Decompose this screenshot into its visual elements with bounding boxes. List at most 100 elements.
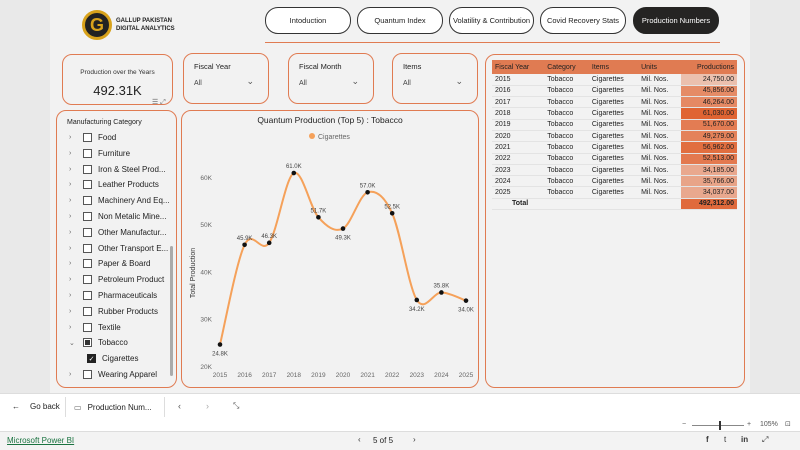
category-item[interactable]: › Pharmaceuticals — [69, 289, 157, 302]
chevron-right-icon[interactable]: › — [69, 292, 72, 299]
nav-button-introduction[interactable]: Intoduction — [265, 7, 351, 34]
chevron-right-icon[interactable]: › — [69, 149, 72, 157]
category-label: Other Manufactur... — [98, 227, 167, 237]
twitter-icon[interactable]: t — [724, 435, 727, 444]
chevron-right-icon[interactable]: › — [69, 181, 72, 189]
checkbox[interactable] — [83, 212, 92, 221]
table-header[interactable]: Category — [544, 60, 589, 74]
table-cell: Mil. Nos. — [638, 141, 682, 154]
fit-page-icon[interactable]: ⊡ — [785, 421, 791, 428]
chevron-down-icon[interactable]: ⌄ — [69, 339, 75, 347]
chevron-right-icon[interactable]: › — [69, 276, 72, 284]
category-item[interactable]: › Petroleum Product — [69, 273, 164, 286]
chevron-right-icon[interactable]: › — [69, 134, 72, 141]
table-cell: Cigarettes — [588, 107, 639, 120]
table-cell: Tobacco — [544, 96, 589, 109]
zoom-slider-thumb[interactable] — [719, 421, 721, 430]
visual-header-icons[interactable]: ☰ ⤢ — [152, 99, 166, 106]
chevron-right-icon[interactable]: › — [69, 165, 72, 173]
table-header[interactable]: Productions — [681, 60, 737, 74]
chevron-down-icon[interactable]: ⌄ — [246, 76, 254, 86]
category-item[interactable]: ⌄ Tobacco — [69, 336, 128, 349]
checkbox[interactable] — [83, 227, 92, 237]
nav-button-production-numbers[interactable]: Production Numbers — [633, 7, 719, 34]
facebook-icon[interactable]: f — [706, 435, 709, 444]
checkbox[interactable] — [83, 133, 92, 142]
category-item[interactable]: › Textile — [69, 321, 121, 334]
zoom-in-icon[interactable]: + — [747, 421, 752, 428]
checkbox[interactable] — [83, 259, 92, 269]
table-header[interactable]: Units — [638, 60, 682, 74]
go-back-button[interactable]: ← Go back — [12, 402, 60, 411]
checkbox[interactable]: ✓ — [87, 354, 96, 364]
chevron-right-icon[interactable]: › — [69, 371, 72, 378]
chevron-down-icon[interactable]: ⌄ — [351, 76, 359, 86]
page-indicator: 5 of 5 — [373, 436, 394, 445]
data-label: 35.8K — [434, 283, 450, 289]
category-item[interactable]: › Iron & Steel Prod... — [69, 163, 166, 176]
table-cell: Cigarettes — [588, 96, 639, 109]
powerbi-link[interactable]: Microsoft Power BI — [7, 436, 75, 445]
chevron-left-icon[interactable]: ‹ — [178, 401, 181, 411]
category-item[interactable]: › Paper & Board — [69, 257, 150, 270]
line-chart-card: Quantum Production (Top 5) : Tobacco Cig… — [181, 110, 479, 388]
checkbox[interactable] — [83, 306, 92, 316]
table-header[interactable]: Fiscal Year — [492, 60, 545, 74]
table-row: 2021 Tobacco Cigarettes Mil. Nos. 56,962.00 — [492, 141, 737, 154]
category-item[interactable]: › Wearing Apparel — [69, 368, 157, 381]
chevron-right-icon[interactable]: › — [206, 401, 209, 411]
chevron-right-icon[interactable]: › — [69, 323, 72, 331]
prev-page-icon[interactable]: ‹ — [358, 435, 361, 444]
fiscal-month-title: Fiscal Month — [299, 62, 342, 71]
category-item[interactable]: › Food — [69, 131, 116, 144]
checkbox[interactable] — [83, 148, 92, 158]
chevron-right-icon[interactable]: › — [69, 197, 72, 205]
category-label: Pharmaceuticals — [98, 291, 158, 300]
table-header[interactable]: Items — [588, 60, 639, 74]
checkbox[interactable] — [83, 338, 92, 348]
nav-button-volatility[interactable]: Volatility & Contribution — [449, 7, 534, 34]
checkbox[interactable] — [83, 291, 92, 300]
items-slicer[interactable]: Items All ⌄ — [392, 53, 478, 104]
checkbox[interactable] — [83, 180, 92, 190]
nav-button-covid-recovery[interactable]: Covid Recovery Stats — [540, 7, 626, 34]
category-item[interactable]: › Rubber Products — [69, 305, 158, 318]
checkbox[interactable] — [83, 164, 92, 174]
checkbox[interactable] — [83, 322, 92, 332]
category-item[interactable]: › Other Manufactur... — [69, 226, 166, 239]
category-scrollbar[interactable] — [170, 246, 173, 376]
chevron-right-icon[interactable]: › — [69, 260, 72, 268]
category-item[interactable]: › Other Transport E... — [69, 242, 168, 255]
category-label: Rubber Products — [98, 306, 159, 316]
category-item[interactable]: ✓ Cigarettes — [83, 352, 138, 365]
chevron-down-icon[interactable]: ⌄ — [455, 76, 463, 86]
production-table: Fiscal Year Category Items Units Productions… — [492, 60, 737, 211]
fiscal-year-slicer[interactable]: Fiscal Year All ⌄ — [183, 53, 269, 104]
chevron-right-icon[interactable]: › — [69, 213, 72, 220]
collapse-icon[interactable]: ⤡ — [233, 401, 240, 410]
chevron-right-icon[interactable]: › — [69, 228, 72, 236]
nav-button-quantum-index[interactable]: Quantum Index — [357, 7, 443, 34]
table-row: 2022 Tobacco Cigarettes Mil. Nos. 52,513.00 — [492, 153, 737, 165]
fullscreen-icon[interactable]: ⤢ — [762, 435, 769, 444]
next-page-icon[interactable]: › — [413, 435, 416, 444]
table-cell: Tobacco — [544, 85, 589, 98]
table-cell: Cigarettes — [588, 74, 639, 86]
zoom-slider[interactable] — [692, 425, 744, 426]
fiscal-month-slicer[interactable]: Fiscal Month All ⌄ — [288, 53, 374, 104]
x-tick-label: 2023 — [410, 372, 425, 379]
chevron-right-icon[interactable]: › — [69, 307, 72, 315]
checkbox[interactable] — [83, 196, 92, 206]
zoom-out-icon[interactable]: − — [682, 421, 687, 428]
category-item[interactable]: › Non Metalic Mine... — [69, 210, 166, 223]
checkbox[interactable] — [83, 370, 92, 379]
category-item[interactable]: › Leather Products — [69, 178, 159, 191]
category-item[interactable]: › Machinery And Eq... — [69, 194, 170, 207]
linkedin-icon[interactable]: in — [741, 435, 749, 444]
checkbox[interactable] — [83, 275, 92, 285]
page-tab[interactable]: ▭ Production Num... — [65, 397, 165, 417]
checkbox[interactable] — [83, 243, 92, 253]
category-item[interactable]: › Furniture — [69, 147, 130, 160]
chevron-right-icon[interactable]: › — [69, 244, 72, 252]
table-cell: Cigarettes — [588, 164, 639, 177]
